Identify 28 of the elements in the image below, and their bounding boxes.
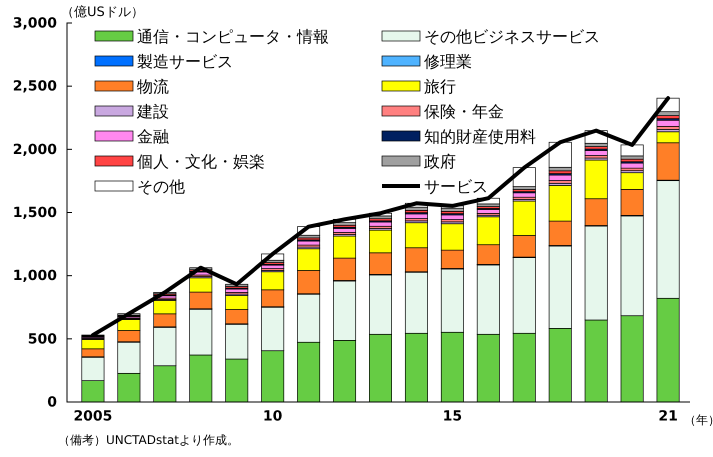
legend-label: 修理業 — [424, 52, 472, 71]
y-tick-label: 1,000 — [12, 268, 58, 284]
legend-label: 通信・コンピュータ・情報 — [137, 27, 329, 46]
legend-label: 旅行 — [424, 77, 456, 96]
legend-label: 保険・年金 — [424, 102, 504, 121]
x-tick-label: 2005 — [73, 408, 112, 424]
y-tick-label: 3,000 — [12, 15, 58, 32]
text: （備考）UNCTADstatより作成。 — [58, 433, 240, 447]
legend-label: 製造サービス — [137, 52, 233, 71]
y-axis-title: （億USドル） — [61, 5, 144, 20]
y-tick-label: 2,000 — [12, 142, 58, 158]
legend-label: 物流 — [137, 77, 169, 96]
y-tick-label: 1,500 — [12, 204, 58, 221]
legend-label: 政府 — [424, 152, 456, 171]
legend-label: 金融 — [137, 127, 169, 146]
x-tick-label: 21 — [658, 408, 678, 424]
y-tick-label: 2,500 — [12, 78, 58, 95]
legend-label: その他 — [137, 177, 185, 196]
legend-label: 建設 — [136, 102, 169, 121]
x-tick-label: 10 — [262, 408, 283, 424]
x-axis-title: （年） — [684, 413, 713, 427]
x-tick-label: 15 — [442, 408, 462, 424]
y-tick-label: 500 — [28, 331, 58, 348]
y-tick-label: 0 — [47, 394, 58, 410]
legend-label: サービス — [424, 177, 488, 196]
legend-label: 知的財産使用料 — [424, 127, 536, 146]
legend-label: 個人・文化・娯楽 — [137, 152, 265, 171]
legend-label: その他ビジネスサービス — [424, 27, 600, 46]
